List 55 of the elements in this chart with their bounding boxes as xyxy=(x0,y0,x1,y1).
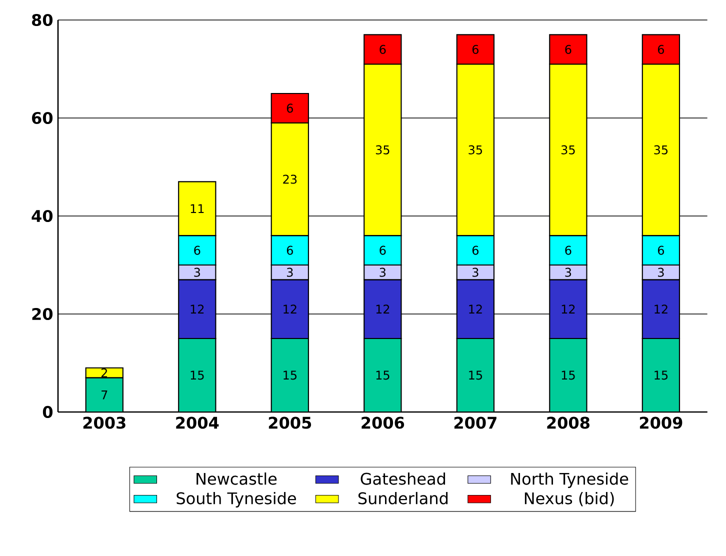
data-label: 23 xyxy=(283,174,297,184)
data-label: 3 xyxy=(658,268,664,277)
data-label: 6 xyxy=(658,246,664,255)
x-tick-label: 2009 xyxy=(640,416,682,429)
data-label: 6 xyxy=(472,44,478,54)
data-label: 6 xyxy=(565,246,572,255)
data-label: 15 xyxy=(562,370,575,380)
y-tick-label: 80 xyxy=(32,14,53,26)
data-label: 3 xyxy=(194,268,200,277)
data-label: 35 xyxy=(468,145,482,154)
y-tick-label: 60 xyxy=(32,112,53,124)
data-label: 7 xyxy=(102,390,108,400)
x-tick-label: 2003 xyxy=(83,416,126,429)
data-label: 6 xyxy=(286,104,293,113)
data-label: 12 xyxy=(654,304,668,314)
data-label: 3 xyxy=(380,268,386,277)
legend-label: Gateshead xyxy=(360,472,446,485)
y-tick-label: 40 xyxy=(32,210,53,222)
data-label: 15 xyxy=(284,370,296,380)
data-label: 6 xyxy=(194,246,200,255)
x-tick-label: 2005 xyxy=(268,416,312,429)
legend-label: North Tyneside xyxy=(511,472,628,488)
legend-label: Nexus (bid) xyxy=(524,492,614,506)
data-label: 3 xyxy=(472,268,478,277)
x-tick-label: 2008 xyxy=(547,416,590,429)
data-label: 35 xyxy=(561,145,575,154)
text: Newcastle xyxy=(196,472,277,485)
data-label: 6 xyxy=(380,44,386,54)
data-label: 3 xyxy=(565,268,572,277)
data-label: 12 xyxy=(190,304,204,314)
data-label: 15 xyxy=(190,370,204,380)
x-tick-label: 2006 xyxy=(362,416,404,429)
data-label: 12 xyxy=(284,304,296,314)
data-label: 6 xyxy=(380,246,386,255)
data-label: 6 xyxy=(658,44,664,54)
data-label: 6 xyxy=(472,246,478,255)
data-label: 12 xyxy=(376,304,390,314)
data-label: 3 xyxy=(287,268,293,277)
data-label: 11 xyxy=(190,204,204,214)
data-label: 6 xyxy=(286,246,293,255)
legend-label: South Tyneside xyxy=(176,492,296,508)
data-label: 35 xyxy=(376,145,390,154)
data-label: 12 xyxy=(562,304,575,314)
data-label: 35 xyxy=(654,145,668,154)
y-tick-label: 20 xyxy=(32,308,53,320)
data-label: 2 xyxy=(101,368,108,378)
x-tick-label: 2004 xyxy=(176,416,219,429)
data-label: 12 xyxy=(469,304,482,314)
data-label: 6 xyxy=(565,44,572,54)
data-label: 15 xyxy=(376,370,390,380)
legend-label: Sunderland xyxy=(358,492,448,504)
x-tick-label: 2007 xyxy=(454,416,496,429)
data-label: 15 xyxy=(469,370,482,380)
data-label: 15 xyxy=(654,370,668,380)
y-tick-label: 0 xyxy=(42,406,53,418)
